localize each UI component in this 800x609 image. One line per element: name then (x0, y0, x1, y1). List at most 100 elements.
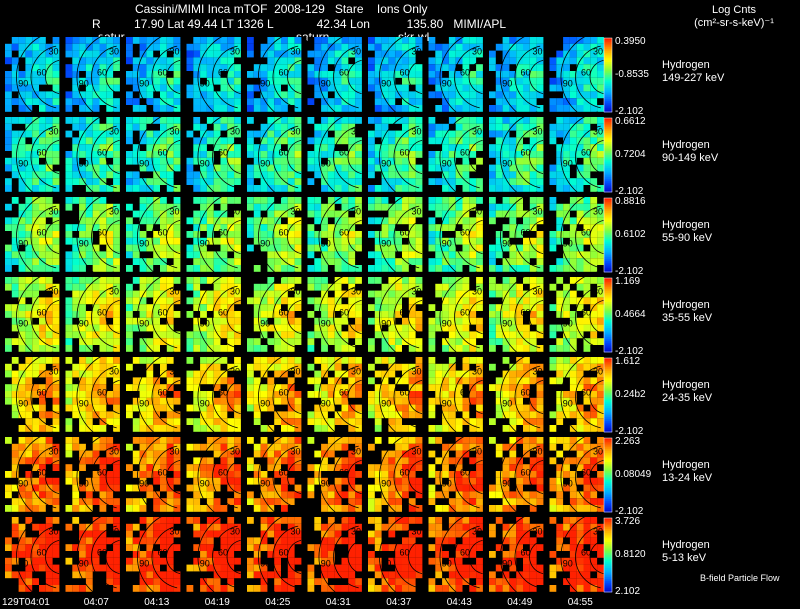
contour-arc (439, 191, 477, 283)
contour-arc (30, 285, 57, 349)
contour-arc (439, 111, 477, 203)
contour-arc (468, 60, 483, 94)
contour-label: 60 (339, 67, 349, 77)
contour-label: 90 (563, 559, 573, 569)
energy-label: 24-35 keV (662, 392, 713, 404)
contour-label: 30 (412, 207, 422, 217)
energy-label: 149-227 keV (662, 72, 725, 84)
contour-label: 30 (533, 207, 543, 217)
contour-label: 30 (593, 447, 603, 457)
contour-arc (272, 525, 299, 589)
contour-arc (560, 431, 598, 523)
contour-label: 60 (97, 67, 107, 77)
contour-arc (500, 111, 538, 203)
contour-label: 30 (109, 47, 119, 57)
colorbar-r3 (603, 277, 613, 353)
contour-arc (347, 460, 362, 494)
contour-arc (379, 511, 417, 603)
contour-label: 60 (278, 467, 288, 477)
contour-label: 60 (218, 147, 228, 157)
contour-label: 30 (49, 367, 59, 377)
contour-label: 90 (260, 159, 270, 169)
contour-label: 90 (79, 319, 89, 329)
contour-label: 90 (260, 239, 270, 249)
contour-label: 60 (339, 147, 349, 157)
contour-arc (333, 45, 359, 109)
contour-label: 60 (399, 147, 409, 157)
contour-arc (151, 125, 178, 189)
contour-arc (318, 31, 356, 123)
contour-label: 90 (442, 399, 452, 409)
contour-label: 90 (321, 79, 331, 89)
contour-arc (318, 431, 356, 523)
contour-label: 60 (520, 467, 530, 477)
energy-label: 13-24 keV (662, 472, 713, 484)
contour-label: 90 (79, 239, 89, 249)
contour-label: 30 (291, 287, 301, 297)
contour-arc (137, 31, 175, 123)
contour-label: 60 (581, 547, 591, 557)
contour-arc (287, 140, 302, 174)
contour-label: 30 (109, 447, 119, 457)
colorbar-units: Log Cnts (cm²-sr-s-keV)⁻¹ (674, 4, 794, 30)
contour-arc (560, 511, 598, 603)
contour-arc (16, 31, 54, 123)
contour-arc (91, 365, 117, 429)
contour-arc (347, 300, 362, 334)
contour-arc (408, 460, 423, 494)
contour-arc (287, 60, 302, 94)
contour-arc (514, 285, 541, 349)
title-line: Cassini/MIMI Inca mTOF 2008-129 Stare Io… (135, 2, 428, 16)
contour-arc (105, 140, 120, 174)
footer-note: B-field Particle Flow (700, 573, 780, 583)
contour-arc (408, 300, 423, 334)
contour-label: 60 (157, 67, 167, 77)
contour-label: 30 (472, 447, 482, 457)
contour-arc (347, 60, 362, 94)
species-label: Hydrogen (662, 459, 710, 471)
contour-arc (575, 125, 601, 189)
contour-label: 30 (472, 527, 482, 537)
contour-arc (166, 220, 181, 254)
contour-label: 90 (502, 399, 512, 409)
contour-arc (379, 31, 417, 123)
contour-label: 30 (170, 367, 180, 377)
energy-label: 5-13 keV (662, 552, 707, 564)
contour-arc (560, 31, 598, 123)
contour-label: 30 (49, 287, 59, 297)
contour-label: 60 (97, 547, 107, 557)
contour-arc (16, 511, 54, 603)
species-label: Hydrogen (662, 379, 710, 391)
contour-label: 30 (230, 127, 240, 137)
contour-arc (151, 525, 178, 589)
contour-label: 90 (18, 319, 28, 329)
colorbar-max-label: 2.263 (615, 436, 641, 447)
colorbar-min-label: 2.102 (615, 586, 641, 597)
x-tick-label: 04:43 (446, 597, 472, 608)
contour-label: 30 (472, 367, 482, 377)
contour-arc (333, 285, 359, 349)
contour-label: 30 (533, 447, 543, 457)
contour-label: 60 (36, 387, 46, 397)
contour-label: 60 (581, 387, 591, 397)
contour-arc (318, 191, 356, 283)
contour-arc (137, 191, 175, 283)
contour-label: 60 (581, 147, 591, 157)
contour-label: 90 (260, 319, 270, 329)
